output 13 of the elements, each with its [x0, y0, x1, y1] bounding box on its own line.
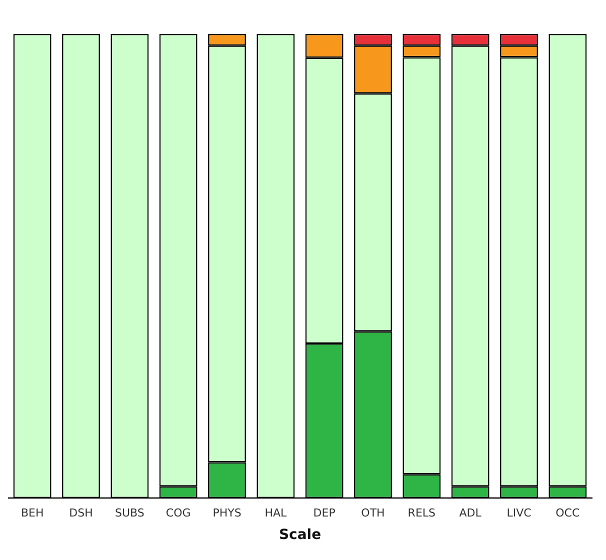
x-tick-label: OTH: [361, 506, 385, 520]
x-tick-label: PHYS: [212, 506, 242, 520]
x-tick-label: HAL: [264, 506, 288, 520]
x-tick-label: RELS: [408, 506, 436, 520]
x-tick-label: OCC: [556, 506, 580, 520]
x-tick-label: COG: [166, 506, 191, 520]
x-axis-title: Scale: [278, 527, 322, 544]
x-tick-label: DEP: [313, 506, 336, 520]
x-tick-label: BEH: [20, 506, 44, 520]
x-tick-label: DSH: [69, 506, 93, 520]
x-tick-label: LIVC: [506, 506, 532, 520]
x-tick-label: ADL: [459, 506, 482, 520]
x-tick-label: SUBS: [114, 506, 144, 520]
